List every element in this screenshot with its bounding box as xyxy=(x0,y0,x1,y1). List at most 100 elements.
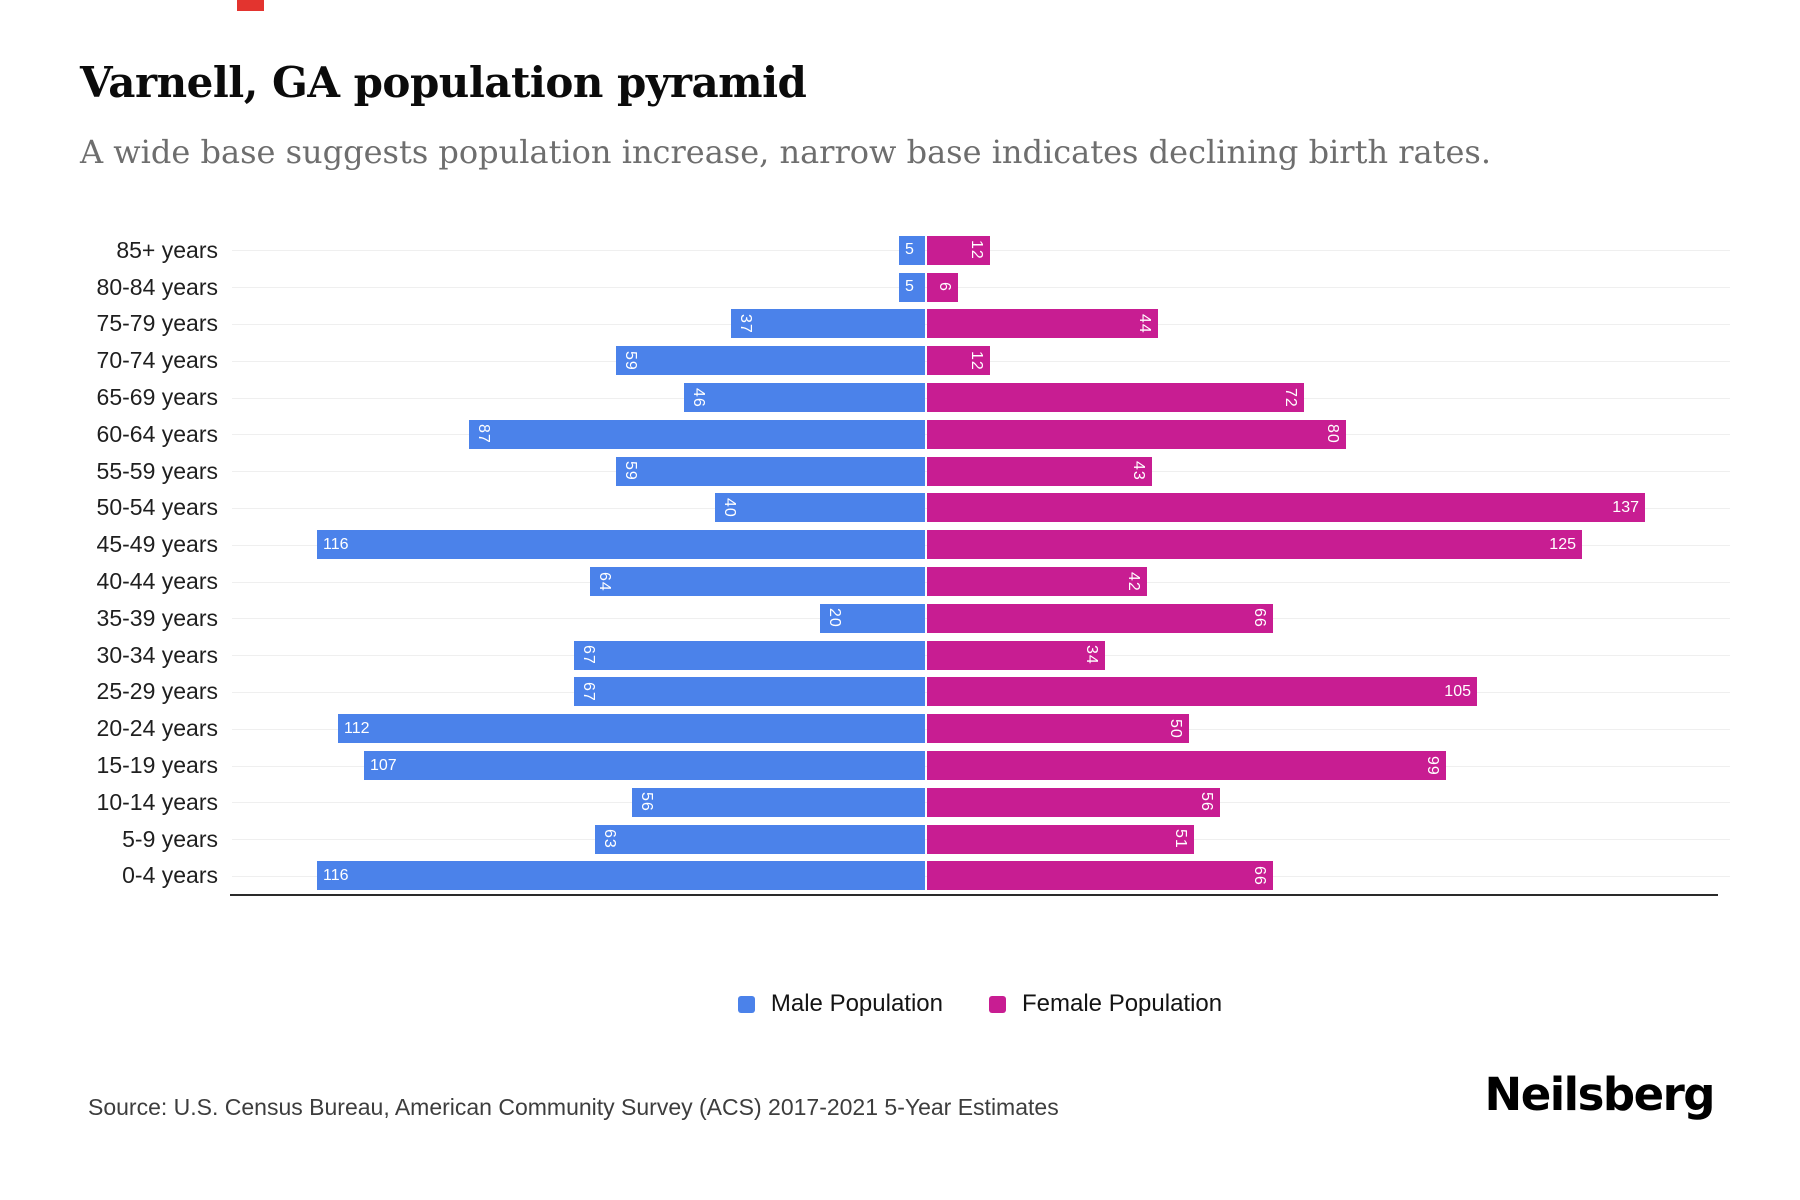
male-bar[interactable]: 116 xyxy=(317,861,925,891)
bar-value-label: 116 xyxy=(323,535,349,553)
female-bar[interactable]: 80 xyxy=(927,419,1346,449)
male-bar[interactable]: 5 xyxy=(899,235,925,265)
age-group-label: 80-84 years xyxy=(96,273,218,300)
bar-value-label: 99 xyxy=(1424,755,1441,776)
female-bar[interactable]: 72 xyxy=(927,383,1304,413)
female-bar[interactable]: 56 xyxy=(927,787,1220,817)
bar-value-label: 40 xyxy=(721,498,738,518)
top-left-red-mark xyxy=(237,0,264,11)
female-bar[interactable]: 105 xyxy=(927,677,1477,707)
bar-value-label: 72 xyxy=(1282,387,1299,408)
bar-value-label: 66 xyxy=(1251,608,1268,629)
bar-value-label: 6 xyxy=(936,282,953,293)
bar-value-label: 46 xyxy=(690,387,707,408)
age-group-label: 30-34 years xyxy=(96,641,218,668)
bar-value-label: 67 xyxy=(580,682,597,702)
chart-row: 60-64 years 87 80 xyxy=(0,416,1730,453)
age-group-label: 25-29 years xyxy=(96,678,218,705)
chart-row: 80-84 years 5 6 xyxy=(0,269,1730,306)
male-bar[interactable]: 37 xyxy=(731,309,925,339)
female-bar[interactable]: 43 xyxy=(927,456,1152,486)
female-legend-label: Female Population xyxy=(1022,990,1223,1017)
female-bar[interactable]: 51 xyxy=(927,824,1194,854)
male-bar[interactable]: 46 xyxy=(684,383,925,413)
bar-value-label: 59 xyxy=(622,461,639,482)
male-bar[interactable]: 56 xyxy=(632,787,925,817)
female-legend-swatch-icon xyxy=(989,995,1006,1013)
female-bar[interactable]: 66 xyxy=(927,603,1273,633)
chart-row: 15-19 years 107 99 xyxy=(0,747,1730,784)
male-bar[interactable]: 5 xyxy=(899,272,925,302)
female-bar[interactable]: 34 xyxy=(927,640,1105,670)
bar-value-label: 34 xyxy=(1083,645,1100,666)
male-bar[interactable]: 67 xyxy=(574,677,925,707)
bar-value-label: 112 xyxy=(344,719,370,737)
male-bar[interactable]: 112 xyxy=(338,714,925,744)
female-bar[interactable]: 125 xyxy=(927,530,1582,560)
bar-value-label: 51 xyxy=(1172,829,1189,850)
chart-row: 20-24 years 112 50 xyxy=(0,710,1730,747)
bar-value-label: 107 xyxy=(370,756,397,774)
bar-value-label: 42 xyxy=(1125,571,1142,592)
age-group-label: 5-9 years xyxy=(122,825,218,852)
male-legend-swatch-icon xyxy=(737,995,755,1013)
chart-row: 35-39 years 20 66 xyxy=(0,600,1730,637)
male-bar[interactable]: 63 xyxy=(595,824,925,854)
female-bar[interactable]: 99 xyxy=(927,751,1446,781)
brand-logo: Neilsberg xyxy=(1484,1068,1716,1121)
female-bar[interactable]: 137 xyxy=(927,493,1645,523)
male-bar[interactable]: 87 xyxy=(469,419,925,449)
age-group-label: 15-19 years xyxy=(96,752,218,779)
female-bar[interactable]: 44 xyxy=(927,309,1158,339)
female-bar[interactable]: 42 xyxy=(927,567,1147,597)
female-bar[interactable]: 6 xyxy=(927,272,958,302)
chart-row: 0-4 years 116 66 xyxy=(0,858,1730,895)
chart-row: 55-59 years 59 43 xyxy=(0,453,1730,490)
female-bar[interactable]: 12 xyxy=(927,346,990,376)
male-bar[interactable]: 67 xyxy=(574,640,925,670)
chart-subtitle: A wide base suggests population increase… xyxy=(80,133,1491,171)
bar-value-label: 105 xyxy=(1444,682,1471,700)
age-group-label: 20-24 years xyxy=(96,715,218,742)
bar-value-label: 137 xyxy=(1612,498,1639,516)
female-bar[interactable]: 66 xyxy=(927,861,1273,891)
age-group-label: 0-4 years xyxy=(122,862,218,889)
age-group-label: 10-14 years xyxy=(96,788,218,815)
chart-row: 30-34 years 67 34 xyxy=(0,637,1730,674)
chart-legend: Male Population Female Population xyxy=(230,990,1730,1018)
bar-value-label: 63 xyxy=(601,829,618,850)
bar-value-label: 20 xyxy=(826,608,843,629)
female-bar[interactable]: 50 xyxy=(927,714,1189,744)
age-group-label: 60-64 years xyxy=(96,420,218,447)
legend-item-female[interactable]: Female Population xyxy=(989,990,1222,1018)
chart-row: 70-74 years 59 12 xyxy=(0,342,1730,379)
male-bar[interactable]: 64 xyxy=(590,567,925,597)
bar-value-label: 125 xyxy=(1549,535,1576,553)
source-attribution: Source: U.S. Census Bureau, American Com… xyxy=(88,1094,1059,1120)
chart-row: 50-54 years 40 137 xyxy=(0,490,1730,527)
chart-row: 65-69 years 46 72 xyxy=(0,379,1730,416)
bar-value-label: 12 xyxy=(968,240,985,261)
male-bar[interactable]: 40 xyxy=(715,493,925,523)
female-bar[interactable]: 12 xyxy=(927,235,990,265)
male-bar[interactable]: 59 xyxy=(616,456,925,486)
male-bar[interactable]: 116 xyxy=(317,530,925,560)
male-bar[interactable]: 59 xyxy=(616,346,925,376)
legend-item-male[interactable]: Male Population xyxy=(737,990,943,1018)
male-bar[interactable]: 20 xyxy=(820,603,925,633)
chart-row: 10-14 years 56 56 xyxy=(0,784,1730,821)
bar-value-label: 5 xyxy=(905,278,914,296)
bar-value-label: 56 xyxy=(638,792,655,813)
bar-value-label: 44 xyxy=(1136,314,1153,334)
chart-row: 25-29 years 67 105 xyxy=(0,674,1730,711)
age-group-label: 40-44 years xyxy=(96,568,218,595)
population-pyramid-chart: 85+ years 5 12 80-84 years 5 6 75-79 years 37 44… xyxy=(0,232,1730,897)
bar-value-label: 5 xyxy=(905,241,914,259)
male-bar[interactable]: 107 xyxy=(364,751,925,781)
age-group-label: 85+ years xyxy=(116,236,218,263)
bar-value-label: 116 xyxy=(323,866,349,884)
chart-title: Varnell, GA population pyramid xyxy=(80,58,807,107)
bar-value-label: 66 xyxy=(1251,866,1268,886)
age-group-label: 65-69 years xyxy=(96,384,218,411)
